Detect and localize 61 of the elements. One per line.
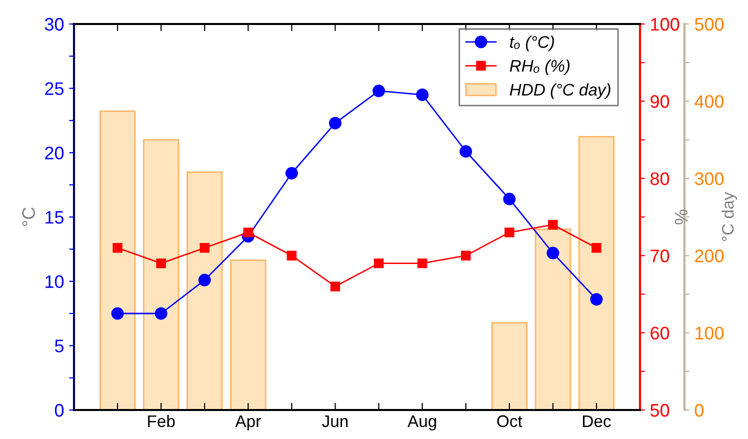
bar: [578, 136, 615, 410]
point: [460, 250, 471, 260]
point: [548, 220, 558, 230]
y-tick-label: 20: [45, 146, 64, 160]
bar: [99, 110, 136, 410]
x-tick-label: Apr: [235, 415, 261, 430]
x-tick-label: Feb: [148, 414, 175, 428]
point: [460, 145, 472, 158]
x-tick-label: Oct: [497, 415, 522, 428]
point: [374, 258, 384, 268]
y3-tick-label: 500: [694, 18, 724, 31]
legend-label: HDD (°C day): [510, 83, 610, 99]
y-tick-label: 30: [44, 18, 64, 31]
x-tick-label: Aug: [408, 415, 436, 430]
point: [330, 282, 340, 292]
bar: [142, 139, 180, 410]
y-tick-label: 5: [54, 340, 64, 352]
point: [154, 307, 168, 320]
y2-axis-title: %: [674, 210, 688, 224]
point: [243, 228, 254, 238]
y2-tick-label: 60: [650, 326, 670, 340]
legend-label: tₒ (°C): [510, 36, 554, 52]
y2-tick-label: 50: [650, 404, 670, 417]
y-tick-label: 25: [45, 82, 64, 96]
bar: [230, 260, 266, 410]
x-tick-label: Dec: [583, 415, 611, 428]
y-tick-label: 10: [46, 275, 64, 288]
point: [590, 293, 603, 306]
point: [286, 250, 297, 260]
point: [200, 243, 210, 253]
point: [546, 246, 560, 260]
point: [416, 88, 429, 102]
y2-tick-label: 90: [650, 95, 670, 108]
point: [503, 192, 516, 206]
point: [417, 258, 428, 268]
point: [112, 243, 122, 253]
y-tick-label: 15: [46, 211, 64, 224]
y3-axis-title: °C day: [722, 192, 738, 242]
y2-tick-label: 70: [650, 250, 670, 262]
point: [372, 84, 386, 98]
bar: [491, 322, 528, 410]
y3-tick-label: 200: [695, 250, 724, 262]
bar: [186, 172, 223, 410]
point: [328, 116, 342, 130]
y3-tick-label: 400: [694, 95, 724, 108]
point: [504, 228, 514, 238]
y-axis-title: °C: [22, 208, 36, 226]
point: [285, 167, 298, 180]
point: [198, 274, 211, 286]
point: [111, 307, 124, 320]
y3-tick-label: 100: [696, 326, 724, 340]
point: [156, 258, 166, 268]
x-tick-label: Jun: [322, 415, 348, 428]
y2-tick-label: 80: [650, 172, 670, 186]
legend-label: RHₒ (%): [510, 60, 570, 76]
point: [592, 243, 602, 253]
y2-tick-label: 100: [651, 18, 680, 31]
bar: [534, 228, 572, 410]
y3-tick-label: 300: [694, 172, 724, 186]
y-tick-label: 0: [54, 404, 64, 417]
y3-tick-label: 0: [694, 404, 704, 417]
